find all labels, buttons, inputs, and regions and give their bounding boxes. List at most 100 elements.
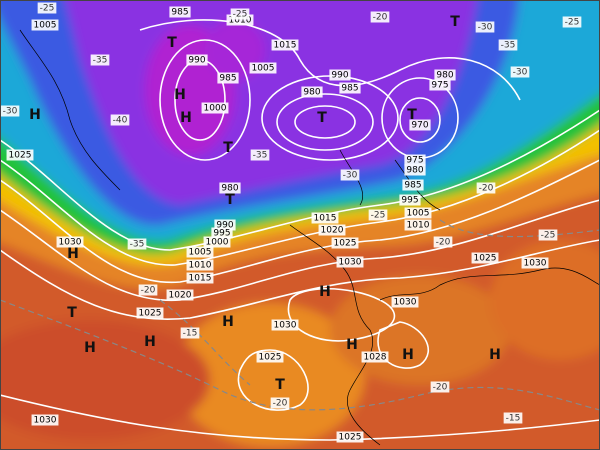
isobar-label-text: 980 xyxy=(436,71,453,81)
pressure-center: H xyxy=(84,340,96,356)
isobar-label-text: 1025 xyxy=(474,254,497,264)
isobar-label: 980 xyxy=(434,69,456,81)
isobar-label-text: 1028 xyxy=(364,353,387,363)
temperature-label-box xyxy=(538,229,558,241)
isobar-label-box xyxy=(329,69,351,81)
temperature-label: -15 xyxy=(503,412,523,424)
isobar-label-box xyxy=(311,212,339,224)
isobar-label: 1030 xyxy=(56,236,84,248)
isobar-label-text: 1005 xyxy=(252,64,275,74)
isobar-label-text: 990 xyxy=(188,56,205,66)
temperature-label: -20 xyxy=(370,11,390,23)
isobar-label-box xyxy=(217,72,239,84)
temperature-label-box xyxy=(230,8,250,20)
isobar-label-text: 980 xyxy=(406,166,423,176)
temperature-label-text: -30 xyxy=(513,68,528,78)
isobar-label-text: 1025 xyxy=(259,353,282,363)
temperature-label: -30 xyxy=(475,21,495,33)
isobar-label-text: 985 xyxy=(171,8,188,18)
temperature-label-text: -30 xyxy=(478,23,493,33)
temperature-label-text: -20 xyxy=(141,286,156,296)
isobar-label-text: 1025 xyxy=(334,239,357,249)
isobar-label: 1025 xyxy=(471,252,499,264)
pressure-center: H xyxy=(67,246,79,262)
isobar-label-text: 1015 xyxy=(274,41,297,51)
temperature-label-box xyxy=(503,412,523,424)
temperature-label-box xyxy=(110,114,130,126)
isobar-label-box xyxy=(402,179,424,191)
pressure-center: H xyxy=(180,110,192,126)
isobar-label: 970 xyxy=(409,119,431,131)
isobar-label-text: 985 xyxy=(219,74,236,84)
isobar-label: 990 xyxy=(329,69,351,81)
isobar-label: 995 xyxy=(211,227,233,239)
isobar-label: 1025 xyxy=(136,307,164,319)
isobar-label-text: 985 xyxy=(341,84,358,94)
temperature-label-box xyxy=(510,66,530,78)
isobar-label-box xyxy=(471,252,499,264)
temperature-label-box xyxy=(340,169,360,181)
temperature-label: -30 xyxy=(0,105,20,117)
isobar-label-text: 970 xyxy=(411,121,428,131)
isobar-label-text: 1030 xyxy=(274,321,297,331)
isobar-label-box xyxy=(256,351,284,363)
isobar-label-box xyxy=(271,319,299,331)
temperature-label-box xyxy=(270,397,290,409)
temperature-label-text: -15 xyxy=(183,329,198,339)
temperature-label: -35 xyxy=(250,149,270,161)
temperature-label-text: -20 xyxy=(479,184,494,194)
temperature-label-text: -25 xyxy=(40,4,55,14)
isobar-label-text: 985 xyxy=(404,181,421,191)
pressure-center: T xyxy=(67,305,77,321)
isobars xyxy=(0,19,600,441)
temperature-label: -20 xyxy=(138,284,158,296)
temperature-label-text: -30 xyxy=(343,171,358,181)
temperature-label: -25 xyxy=(562,16,582,28)
isobar-label-box xyxy=(404,164,426,176)
isobar-label-text: 980 xyxy=(221,184,238,194)
isobar-label: 1028 xyxy=(361,351,389,363)
isobar-label: 1015 xyxy=(186,272,214,284)
pressure-center: H xyxy=(144,334,156,350)
isobar-label-text: 1000 xyxy=(204,104,227,114)
isobar-label-text: 1010 xyxy=(229,16,252,26)
isobar-label-box xyxy=(31,19,59,31)
temperature-label-box xyxy=(250,149,270,161)
temperature-label: -20 xyxy=(476,182,496,194)
isobar-label-box xyxy=(361,351,389,363)
temperature-label-text: -20 xyxy=(433,383,448,393)
temperature-label-text: -20 xyxy=(373,13,388,23)
isobar-label: 985 xyxy=(402,179,424,191)
isobar-label-box xyxy=(434,69,456,81)
temperature-label-text: -25 xyxy=(371,211,386,221)
temperature-label-text: -25 xyxy=(233,10,248,20)
temperature-label: -20 xyxy=(433,236,453,248)
temperature-label-text: -30 xyxy=(3,107,18,117)
temperature-label: -25 xyxy=(538,229,558,241)
temperature-label-text: -35 xyxy=(253,151,268,161)
isobar-label-box xyxy=(404,207,432,219)
isobar-label-text: 1025 xyxy=(139,309,162,319)
temperature-label: -15 xyxy=(180,327,200,339)
isobar-label-text: 1005 xyxy=(189,248,212,258)
labels: 1005 985 1010 1015 1005 985 990 1000 990 985 980 98… xyxy=(0,2,582,443)
temperature-label-text: -20 xyxy=(273,399,288,409)
isobar-label-box xyxy=(318,224,346,236)
temperature-label-text: -15 xyxy=(506,414,521,424)
isobar-label-text: 975 xyxy=(406,156,423,166)
pressure-center: H xyxy=(402,347,414,363)
isobar-label: 1010 xyxy=(186,259,214,271)
isobar-label: 1005 xyxy=(186,246,214,258)
isobar-label: 1015 xyxy=(271,39,299,51)
temperature-label-box xyxy=(90,54,110,66)
isobar-label-box xyxy=(336,431,364,443)
isobar-label-text: 995 xyxy=(401,196,418,206)
isobar-label: 1025 xyxy=(331,237,359,249)
temperature-label-box xyxy=(430,381,450,393)
temperature-label-box xyxy=(433,236,453,248)
pressure-center: T xyxy=(407,107,417,123)
isobar-label: 975 xyxy=(404,154,426,166)
temperature-label: -25 xyxy=(230,8,250,20)
isobar-label-text: 1020 xyxy=(321,226,344,236)
